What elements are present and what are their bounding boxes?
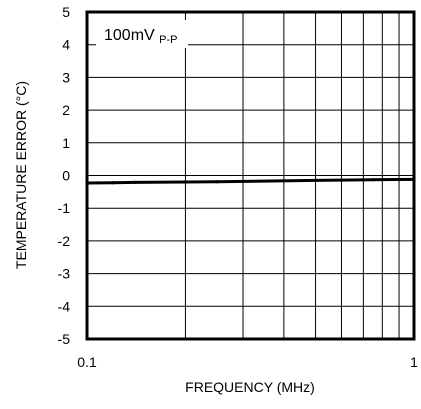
y-tick-label: 0: [62, 168, 70, 184]
series-point: [133, 180, 137, 184]
series-line: [85, 177, 416, 185]
y-tick-labels: 5 4 3 2 1 0 -1 -2 -3 -4 -5: [58, 4, 71, 347]
y-tick-label: -5: [58, 331, 71, 347]
y-tick-label: -4: [58, 298, 71, 314]
y-tick-label: 5: [62, 4, 70, 20]
annotation-main: 100mV: [104, 27, 155, 44]
annotation-sub: P-P: [159, 34, 177, 46]
grid-layer: [87, 12, 414, 339]
x-tick-labels: 0.1 1: [77, 354, 418, 370]
series-layer: [85, 177, 416, 185]
y-tick-label: 4: [62, 37, 70, 53]
x-axis-label: FREQUENCY (MHz): [185, 379, 315, 395]
annotation-background: [96, 20, 188, 48]
plot-frame: [85, 10, 416, 341]
y-tick-label: -2: [58, 233, 71, 249]
y-tick-label: 2: [62, 102, 70, 118]
series-point: [371, 178, 375, 182]
annotation-label: 100mV P-P: [104, 27, 178, 46]
annotation-box: 100mV P-P: [96, 20, 188, 48]
series-point: [313, 178, 318, 183]
y-axis-label: TEMPERATURE ERROR (°C): [13, 81, 29, 269]
x-tick-label: 1: [410, 354, 418, 370]
series-point: [111, 181, 115, 185]
y-tick-label: 1: [62, 135, 70, 151]
series-point: [183, 180, 188, 184]
x-tick-label: 0.1: [77, 354, 97, 370]
y-tick-label: 3: [62, 69, 70, 85]
series-point: [215, 180, 219, 184]
y-tick-label: -1: [58, 200, 71, 216]
y-tick-label: -3: [58, 266, 71, 282]
